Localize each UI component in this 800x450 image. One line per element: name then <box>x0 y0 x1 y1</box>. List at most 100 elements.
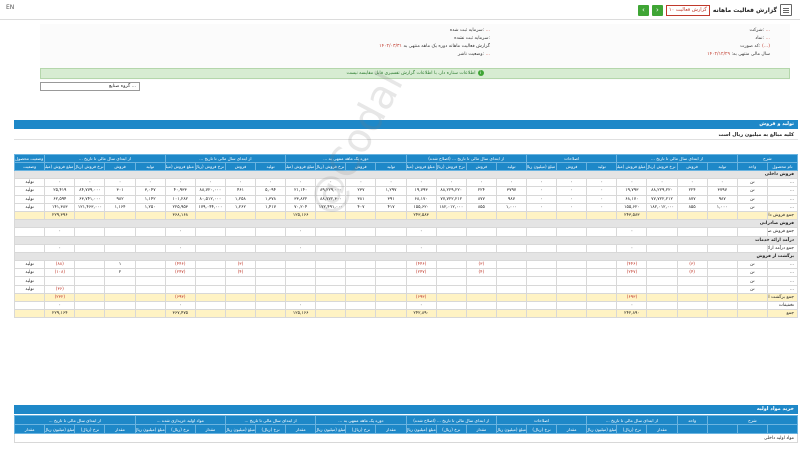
table-cell: ۰ <box>104 178 136 188</box>
row-label: جمع فروش داخلی <box>766 210 799 221</box>
row-label: ... <box>766 202 799 212</box>
report-select[interactable]: گزارش فعالیت ۱۰ <box>665 4 710 16</box>
table-cell <box>676 210 708 221</box>
table-cell <box>526 309 558 319</box>
raw-materials-column-header: نرخ (ریال) <box>616 424 648 434</box>
table-cell: ۰ <box>224 178 257 188</box>
table-cell: ۲۲۴ <box>465 186 497 196</box>
table-cell <box>104 300 136 311</box>
language-switch[interactable]: EN <box>6 4 15 11</box>
table-cell <box>13 309 46 319</box>
code-label: کد صورت: <box>740 44 761 49</box>
raw-materials-column-header: مقدار <box>104 424 136 434</box>
table-cell: (۶۹۳) <box>164 292 196 303</box>
group-label: برگشت از فروش <box>14 251 798 262</box>
table-cell: ۰ <box>194 178 226 188</box>
table-cell: ۲۴۲,۸۹۰ <box>405 309 437 319</box>
table-cell: ۸۸,۲۲۹,۲۲۰ <box>646 186 678 196</box>
table-cell <box>104 292 136 303</box>
table-cell: ۰ <box>164 227 196 237</box>
table-cell <box>194 260 226 270</box>
table-cell: تولید <box>13 268 46 278</box>
table-cell: ۱۹,۷۹۳ <box>405 186 437 196</box>
table-cell: ۲ <box>104 268 136 278</box>
table-cell: ۰ <box>44 178 76 188</box>
table-cell: ۸۴,۷۷۹,۰۰۰ <box>74 186 106 196</box>
table-cell <box>465 309 497 319</box>
table-cell: تولید <box>13 194 46 204</box>
table-cell: ۲۴۳,۵۸۳ <box>405 210 437 221</box>
table-row: جمع درآمد ارائه خدمات ۰ ۰ ۰ ۰ ۰ <box>13 243 799 253</box>
page-title: گزارش فعالیت ماهانه <box>712 6 777 14</box>
table-cell <box>13 292 46 303</box>
table-cell <box>134 268 166 278</box>
group-row: فروش صادراتی <box>14 219 798 229</box>
table-cell <box>285 260 317 270</box>
table-cell: ۰ <box>526 194 558 204</box>
column-header: مبلغ فروش (میلیون ریال) <box>164 162 196 171</box>
column-header: مبلغ فروش (میلیون ریال) <box>405 162 437 171</box>
table-cell: ۲۲۵,۹۵۳ <box>164 202 196 212</box>
table-cell: ۰ <box>164 178 196 188</box>
period-value: ۱۴۰۲/۰۳/۳۱ <box>379 44 402 49</box>
table-cell <box>285 268 317 278</box>
table-cell: (۲۳۲) <box>44 292 76 303</box>
table-cell: ۰ <box>556 194 588 204</box>
table-cell <box>134 227 166 237</box>
table-cell <box>74 276 106 286</box>
table-cell <box>134 210 166 221</box>
table-cell: ۰ <box>285 178 317 188</box>
column-header: فروش <box>224 162 257 171</box>
next-report-button[interactable]: › <box>651 4 663 16</box>
table-cell <box>586 292 618 303</box>
table-cell <box>345 268 377 278</box>
raw-materials-column-header: نرخ (ریال) <box>526 424 558 434</box>
prev-report-button[interactable]: ‹ <box>637 4 649 16</box>
table-cell <box>646 300 678 311</box>
group-row: فروش داخلی <box>14 169 798 180</box>
table-cell <box>224 284 257 294</box>
table-cell <box>495 227 528 237</box>
table-cell <box>586 210 618 221</box>
table-cell: (۳۶) <box>44 284 76 294</box>
table-cell: ۰ <box>465 178 497 188</box>
table-cell <box>435 284 467 294</box>
table-cell: ۰ <box>44 300 76 311</box>
table-cell <box>74 260 106 270</box>
table-cell: ۱,۲۵۰ <box>134 202 166 212</box>
table-cell: (۳) <box>676 260 708 270</box>
table-cell <box>526 210 558 221</box>
capital-value: ... <box>485 28 490 33</box>
group-header: از ابتدای سال مالی تا تاریخ ... <box>44 154 166 163</box>
table-cell <box>706 260 738 270</box>
table-cell: تولید <box>13 178 46 188</box>
row-label: ... <box>766 178 799 188</box>
table-body: فروش داخلی... تن ۰ ۰ ۰ ۰ ۰ ۰ ۰ ۰ ۰ ۰ ۰ ۰ ۰ ۰ ۰ ۰ ۰ ۰ ۰ ۰ ۰ ۰ ۰ تو… <box>13 169 799 319</box>
table-cell <box>194 243 226 253</box>
table-cell <box>375 227 407 237</box>
raw-materials-group-label: مواد اولیه داخلی <box>14 433 798 443</box>
column-header: تولید <box>134 162 166 171</box>
table-cell <box>345 210 377 221</box>
table-row: ... تن (۳) (۴۴۶) (۳) (۴۴۶) (۳) (۴۴۶) ۱ (۸۸) تولید <box>13 260 799 270</box>
column-header: نام محصول <box>766 162 799 171</box>
table-cell <box>315 276 347 286</box>
table-cell: ۰ <box>646 178 678 188</box>
table-cell <box>495 268 528 278</box>
scope-select[interactable]: گروه صنایع ... <box>40 82 140 91</box>
group-row: برگشت از فروش <box>14 251 798 262</box>
table-cell <box>345 243 377 253</box>
row-label: ... <box>766 186 799 196</box>
table-cell: ۵,۰۹۴ <box>255 186 287 196</box>
table-cell <box>435 309 467 319</box>
table-cell <box>526 300 558 311</box>
table-cell: ۱۴۱,۳۸۳ <box>44 202 76 212</box>
column-header: فروش <box>556 162 588 171</box>
table-cell <box>13 227 46 237</box>
table-cell <box>526 227 558 237</box>
raw-materials-group-header: شرح <box>706 415 799 425</box>
table-cell <box>315 268 347 278</box>
table-cell <box>224 292 257 303</box>
table-cell: ۲۳۷ <box>345 186 377 196</box>
status-label: وضعیت ناشر: <box>457 52 485 57</box>
